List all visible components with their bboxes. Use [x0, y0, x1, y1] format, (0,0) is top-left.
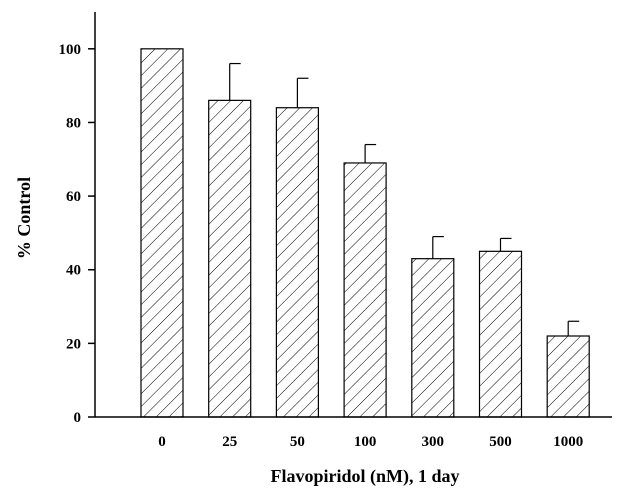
y-tick-label: 60 [66, 189, 81, 205]
x-tick-label: 500 [489, 434, 512, 450]
bar-50 [275, 107, 319, 418]
y-ticks-group: 0 20 40 60 80 100 [59, 42, 95, 426]
x-tick-label: 300 [422, 434, 445, 450]
x-ticks-group: 0 25 50 100 300 500 1000 [158, 434, 583, 450]
x-tick-label: 25 [222, 434, 237, 450]
bar-100 [343, 162, 387, 418]
x-tick-label: 50 [290, 434, 305, 450]
bar-25 [208, 99, 252, 418]
x-axis-title: Flavopiridol (nM), 1 day [270, 466, 459, 487]
x-tick-label: 100 [354, 434, 377, 450]
y-tick-label: 100 [59, 42, 82, 58]
y-tick-label: 40 [66, 263, 81, 279]
x-tick-label: 1000 [553, 434, 583, 450]
bar-1000 [546, 335, 590, 418]
error-bars-group [229, 62, 580, 336]
y-tick-label: 0 [74, 410, 82, 426]
y-tick-label: 20 [66, 336, 81, 352]
bar-0 [140, 48, 184, 418]
y-tick-label: 80 [66, 115, 81, 131]
bar-500 [478, 250, 523, 418]
y-axis-title: % Control [14, 177, 34, 259]
bar-300 [411, 258, 455, 418]
bars-group [140, 48, 590, 418]
x-tick-label: 0 [158, 434, 166, 450]
